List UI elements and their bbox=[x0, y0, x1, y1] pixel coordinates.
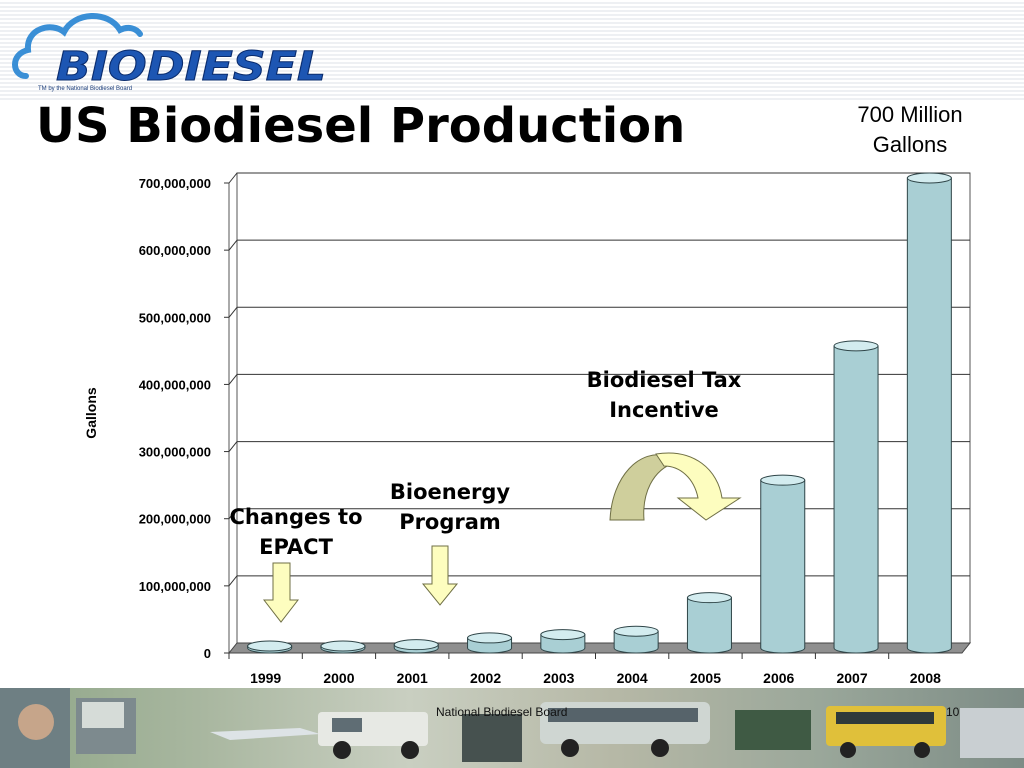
x-tick-label: 2003 bbox=[543, 670, 574, 686]
bar-top bbox=[247, 640, 293, 652]
y-tick-label: 200,000,000 bbox=[139, 512, 211, 527]
bar-2002 bbox=[467, 632, 513, 654]
x-tick-label: 2007 bbox=[836, 670, 867, 686]
bar-body bbox=[613, 630, 659, 654]
gridline-depth bbox=[228, 172, 238, 184]
y-tick-label: 400,000,000 bbox=[139, 377, 211, 392]
gridline-depth bbox=[228, 575, 238, 587]
x-tick-label: 2006 bbox=[763, 670, 794, 686]
y-tick-label: 600,000,000 bbox=[139, 243, 211, 258]
x-tick-label: 1999 bbox=[250, 670, 281, 686]
production-callout: 700 Million Gallons bbox=[830, 100, 990, 160]
biodiesel-logo: TM by the National Biodiesel Board BIODI… bbox=[12, 13, 327, 92]
annotation-tax-line-1: Biodiesel Tax bbox=[586, 368, 742, 392]
annotation-epact: Changes to EPACT bbox=[220, 502, 372, 562]
footer-photo-strip: National Biodiesel Board 10 bbox=[0, 688, 1024, 768]
bioenergy-arrow-icon bbox=[421, 545, 459, 606]
y-axis-label: Gallons bbox=[83, 387, 99, 439]
x-tick-label: 2008 bbox=[910, 670, 941, 686]
bar-2007 bbox=[833, 340, 879, 654]
bar-body bbox=[686, 597, 732, 654]
annotation-bioenergy: Bioenergy Program bbox=[375, 477, 525, 537]
annotation-bioenergy-line-2: Program bbox=[399, 510, 501, 534]
bar-top bbox=[613, 625, 659, 637]
arrow-layer bbox=[262, 452, 742, 623]
production-bar-chart: 0 100,000,000 200,000,000 300,000,000 400,00… bbox=[83, 172, 972, 686]
bar-body bbox=[833, 345, 879, 654]
bar-top bbox=[833, 340, 879, 352]
logo-tagline: TM by the National Biodiesel Board bbox=[38, 86, 132, 92]
bar-top bbox=[467, 632, 513, 644]
annotation-epact-line-2: EPACT bbox=[259, 535, 333, 559]
y-axis-ticks: 0 100,000,000 200,000,000 300,000,000 400,00… bbox=[139, 176, 229, 661]
x-tick-label: 2002 bbox=[470, 670, 501, 686]
gridline-depth bbox=[228, 239, 238, 251]
callout-line-1: 700 Million bbox=[857, 102, 963, 127]
bar-body bbox=[760, 479, 806, 654]
bar-2005 bbox=[686, 592, 732, 654]
x-tick-label: 2004 bbox=[617, 670, 648, 686]
gridline-depth bbox=[228, 508, 238, 520]
bar-top bbox=[686, 592, 732, 604]
callout-line-2: Gallons bbox=[872, 132, 948, 157]
gridline-depth bbox=[228, 374, 238, 385]
tax-curved-arrow-icon bbox=[655, 452, 742, 521]
annotation-tax-line-2: Incentive bbox=[609, 398, 719, 422]
logo-wordmark: BIODIESEL bbox=[56, 44, 326, 90]
y-tick-label: 300,000,000 bbox=[139, 445, 211, 460]
x-axis-ticks: 1999 2000 2001 2002 2003 2004 2005 2006 2007 2008 bbox=[228, 653, 941, 686]
gridline-depth bbox=[228, 306, 238, 318]
y-tick-label: 100,000,000 bbox=[139, 579, 211, 594]
annotation-tax-incentive: Biodiesel Tax Incentive bbox=[572, 365, 756, 425]
epact-arrow-icon bbox=[262, 562, 300, 623]
annotation-bioenergy-line-1: Bioenergy bbox=[389, 480, 511, 504]
footer-organization: National Biodiesel Board bbox=[436, 705, 568, 719]
bar-top bbox=[393, 639, 439, 651]
footer-vehicles-illustration bbox=[0, 688, 1024, 768]
bar-2006 bbox=[760, 474, 806, 654]
y-tick-label: 700,000,000 bbox=[139, 176, 211, 191]
x-tick-label: 2000 bbox=[323, 670, 354, 686]
y-tick-label: 500,000,000 bbox=[139, 310, 211, 325]
bar-2001 bbox=[393, 639, 439, 654]
bar-body bbox=[906, 177, 952, 654]
bar-top bbox=[760, 474, 806, 486]
page-title: US Biodiesel Production bbox=[36, 98, 686, 154]
bar-top bbox=[540, 629, 586, 641]
gridline-depth bbox=[228, 441, 238, 452]
bar-layer bbox=[247, 172, 952, 654]
bar-2004 bbox=[613, 625, 659, 654]
y-tick-label: 0 bbox=[204, 646, 211, 661]
bar-top bbox=[906, 172, 952, 184]
header-background bbox=[0, 0, 1024, 100]
bar-2008 bbox=[906, 172, 952, 654]
bar-1999 bbox=[247, 640, 293, 654]
x-tick-label: 2005 bbox=[690, 670, 721, 686]
x-tick-label: 2001 bbox=[397, 670, 428, 686]
bar-2000 bbox=[320, 640, 366, 654]
footer-page-number: 10 bbox=[946, 705, 960, 719]
annotation-epact-line-1: Changes to bbox=[229, 505, 363, 529]
bar-2003 bbox=[540, 629, 586, 654]
bar-top bbox=[320, 640, 366, 652]
